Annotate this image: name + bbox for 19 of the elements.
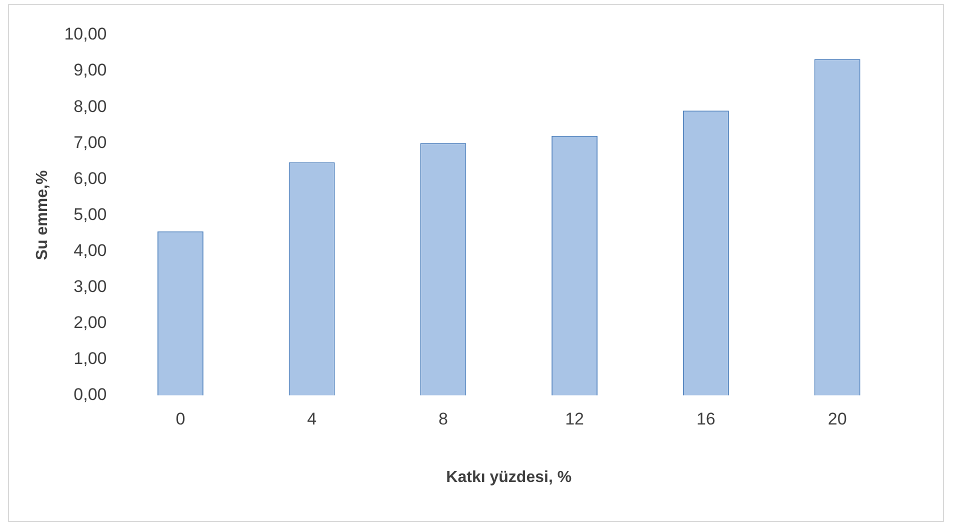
x-tick-label: 8 xyxy=(438,409,448,428)
y-tick-label: 5,00 xyxy=(74,204,107,224)
y-tick-label: 10,00 xyxy=(64,24,107,44)
y-tick-label: 8,00 xyxy=(74,96,107,116)
y-axis-title: Su emme,% xyxy=(34,170,52,260)
x-tick-label: 12 xyxy=(565,409,584,428)
y-tick-label: 1,00 xyxy=(74,349,107,368)
x-tick-label: 16 xyxy=(696,409,716,428)
y-tick-label: 0,00 xyxy=(74,385,107,404)
y-tick-label: 7,00 xyxy=(74,132,107,152)
x-tick-label: 20 xyxy=(828,409,847,428)
x-tick-label: 4 xyxy=(307,409,317,428)
y-tick-label: 4,00 xyxy=(74,240,107,260)
y-tick-label: 6,00 xyxy=(74,168,107,188)
x-tick-label: 0 xyxy=(176,409,186,428)
x-axis-title: Katkı yüzdesi, % xyxy=(446,468,572,486)
y-tick-label: 9,00 xyxy=(74,60,107,80)
y-tick-label: 3,00 xyxy=(74,276,107,296)
y-tick-label: 2,00 xyxy=(74,313,107,332)
